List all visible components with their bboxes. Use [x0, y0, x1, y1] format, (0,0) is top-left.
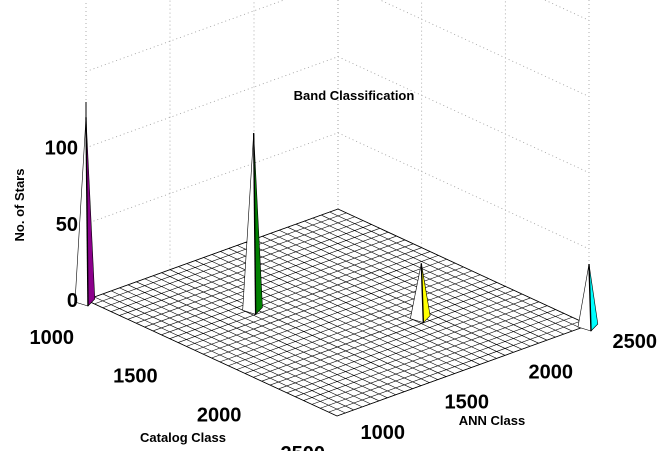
y-tick-label: 2000	[197, 404, 242, 426]
back-grid-line	[543, 0, 590, 21]
mesh-line	[328, 320, 581, 413]
chart-title: Band Classification	[294, 88, 415, 103]
y-axis-label: Catalog Class	[140, 430, 226, 445]
x-tick-labels: 1000 1500 2000 2500	[361, 331, 658, 444]
mesh-line	[321, 214, 573, 332]
mesh-line	[312, 217, 564, 335]
z-tick-label: 50	[56, 214, 78, 236]
x-tick-label: 1000	[361, 422, 406, 444]
back-grid-line	[85, 132, 339, 225]
y-tick-labels: 1000 1500 2000 2500	[30, 327, 326, 451]
mesh-line	[295, 305, 548, 397]
peak-edge	[420, 263, 425, 323]
floor-mesh	[84, 208, 591, 417]
y-tick-label: 1500	[113, 366, 158, 388]
y-tick-label: 1000	[30, 327, 75, 349]
mesh-line	[320, 316, 573, 409]
peak	[242, 133, 263, 316]
mesh-line	[337, 208, 590, 326]
back-grid-line	[85, 0, 286, 72]
back-grid-line	[379, 0, 590, 97]
back-grid-line	[85, 56, 339, 149]
peak-edge	[252, 133, 257, 315]
mesh-line	[336, 324, 590, 417]
peak-edge	[85, 117, 89, 307]
back-grid-line	[337, 56, 590, 174]
x-tick-label: 2500	[613, 331, 658, 353]
peak	[74, 117, 96, 307]
peak-edge	[588, 264, 592, 332]
y-tick-label: 2500	[281, 443, 326, 451]
peak	[409, 263, 431, 324]
z-tick-label: 100	[45, 138, 78, 160]
z-tick-label: 0	[67, 290, 78, 312]
z-axis-label: No. of Stars	[12, 169, 27, 242]
mesh-line	[329, 211, 581, 329]
z-tick-labels: 0 50 100	[45, 138, 78, 312]
x-tick-label: 1500	[445, 392, 490, 414]
x-axis-label: ANN Class	[459, 413, 525, 428]
x-tick-label: 2000	[529, 361, 574, 383]
mesh-line	[303, 309, 556, 401]
peak	[577, 264, 599, 332]
mesh-line	[311, 313, 565, 405]
peaks-layer	[74, 117, 599, 332]
mesh-line	[304, 220, 556, 338]
